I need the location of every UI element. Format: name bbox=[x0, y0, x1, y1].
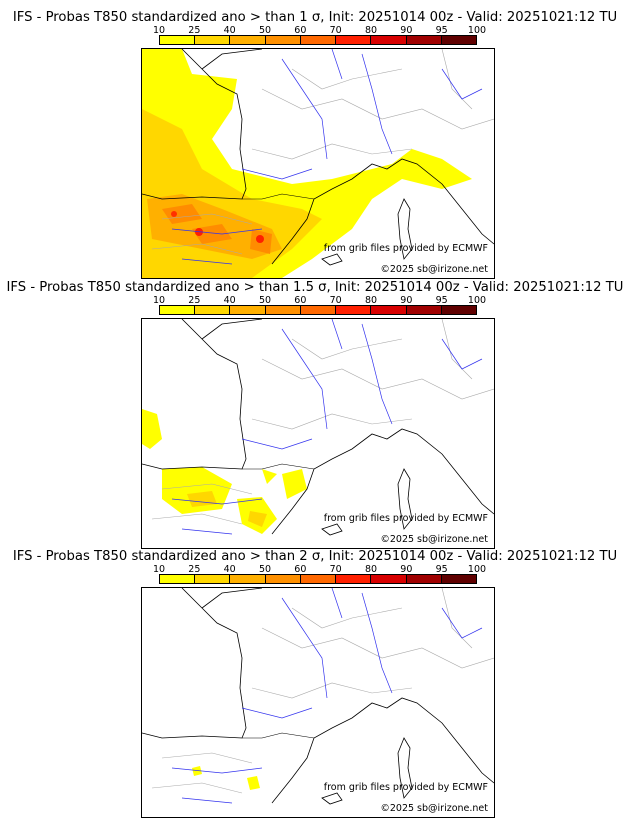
colorbar-segment bbox=[195, 575, 231, 583]
colorbar-segment bbox=[195, 36, 231, 44]
colorbar-tick-label: 90 bbox=[400, 25, 413, 36]
colorbar-tick-label: 25 bbox=[188, 25, 201, 36]
colorbar-segment bbox=[160, 36, 196, 44]
colorbar-tick-label: 70 bbox=[329, 295, 342, 306]
colorbar-tick-label: 10 bbox=[152, 295, 166, 306]
colorbar-tick-label: 60 bbox=[294, 564, 307, 575]
probability-map: from grib files provided by ECMWF ©2025 … bbox=[141, 318, 495, 549]
colorbar-tick-label: 40 bbox=[223, 25, 236, 36]
panel-1-5-sigma: IFS - Probas T850 standardized ano > tha… bbox=[0, 270, 630, 549]
colorbar-tick-label: 50 bbox=[258, 564, 272, 575]
colorbar-segment bbox=[265, 575, 301, 583]
colorbar-tick-label: 100 bbox=[467, 25, 487, 36]
colorbar-segment bbox=[300, 575, 337, 583]
colorbar-tick-label: 100 bbox=[467, 295, 487, 306]
colorbar-segment bbox=[160, 306, 196, 314]
colorbar-segment bbox=[300, 306, 337, 314]
colorbar-tick-label: 70 bbox=[329, 25, 342, 36]
colorbar-segment bbox=[336, 575, 372, 583]
colorbar-tick-label: 40 bbox=[223, 564, 236, 575]
colorbar-segment bbox=[336, 306, 372, 314]
colorbar-tick-label: 95 bbox=[435, 564, 448, 575]
colorbar bbox=[159, 305, 477, 315]
colorbar-tick-label: 60 bbox=[294, 25, 307, 36]
colorbar bbox=[159, 574, 477, 584]
copyright-credit: ©2025 sb@irizone.net bbox=[380, 264, 488, 275]
colorbar-tick-label: 100 bbox=[467, 564, 487, 575]
colorbar-tick-label: 95 bbox=[435, 25, 448, 36]
colorbar-tick-label: 10 bbox=[152, 564, 166, 575]
colorbar-ticks: 10 25 40 50 60 70 80 90 95 100 bbox=[153, 564, 486, 575]
source-credit: from grib files provided by ECMWF bbox=[323, 782, 488, 793]
colorbar-segment bbox=[230, 575, 266, 583]
colorbar-segment bbox=[195, 306, 231, 314]
colorbar-tick-label: 40 bbox=[223, 295, 236, 306]
colorbar-segment bbox=[441, 306, 476, 314]
source-credit: from grib files provided by ECMWF bbox=[323, 513, 488, 524]
colorbar-tick-label: 90 bbox=[400, 564, 413, 575]
colorbar-segment bbox=[441, 575, 476, 583]
colorbar-segment bbox=[300, 36, 337, 44]
colorbar-segment bbox=[406, 306, 442, 314]
colorbar-tick-label: 50 bbox=[258, 25, 272, 36]
colorbar-segment bbox=[406, 575, 442, 583]
colorbar-segment bbox=[371, 36, 407, 44]
colorbar-segment bbox=[406, 36, 442, 44]
probability-map: from grib files provided by ECMWF ©2025 … bbox=[141, 48, 495, 279]
colorbar bbox=[159, 35, 477, 45]
colorbar-tick-label: 90 bbox=[400, 295, 413, 306]
colorbar-ticks: 10 25 40 50 60 70 80 90 95 100 bbox=[153, 25, 486, 36]
colorbar-tick-label: 80 bbox=[364, 564, 378, 575]
colorbar-ticks: 10 25 40 50 60 70 80 90 95 100 bbox=[153, 295, 486, 306]
colorbar-tick-label: 50 bbox=[258, 295, 272, 306]
panel-title: IFS - Probas T850 standardized ano > tha… bbox=[6, 280, 624, 295]
colorbar-segment bbox=[160, 575, 196, 583]
panel-title: IFS - Probas T850 standardized ano > tha… bbox=[12, 10, 618, 25]
colorbar-segment bbox=[336, 36, 372, 44]
colorbar-segment bbox=[371, 306, 407, 314]
colorbar-segment bbox=[230, 36, 266, 44]
colorbar-segment bbox=[441, 36, 476, 44]
colorbar-tick-label: 80 bbox=[364, 25, 378, 36]
probability-map: from grib files provided by ECMWF ©2025 … bbox=[141, 587, 495, 818]
colorbar-segment bbox=[265, 36, 301, 44]
colorbar-tick-label: 60 bbox=[294, 295, 307, 306]
colorbar-tick-label: 10 bbox=[152, 25, 166, 36]
panel-title: IFS - Probas T850 standardized ano > tha… bbox=[12, 549, 618, 564]
colorbar-tick-label: 80 bbox=[364, 295, 378, 306]
copyright-credit: ©2025 sb@irizone.net bbox=[380, 803, 488, 814]
panel-1-sigma: IFS - Probas T850 standardized ano > tha… bbox=[0, 0, 630, 279]
colorbar-segment bbox=[230, 306, 266, 314]
colorbar-tick-label: 95 bbox=[435, 295, 448, 306]
copyright-credit: ©2025 sb@irizone.net bbox=[380, 534, 488, 545]
colorbar-segment bbox=[265, 306, 301, 314]
panel-2-sigma: IFS - Probas T850 standardized ano > tha… bbox=[0, 539, 630, 818]
colorbar-segment bbox=[371, 575, 407, 583]
source-credit: from grib files provided by ECMWF bbox=[323, 243, 488, 254]
colorbar-tick-label: 25 bbox=[188, 564, 201, 575]
colorbar-tick-label: 70 bbox=[329, 564, 342, 575]
colorbar-tick-label: 25 bbox=[188, 295, 201, 306]
